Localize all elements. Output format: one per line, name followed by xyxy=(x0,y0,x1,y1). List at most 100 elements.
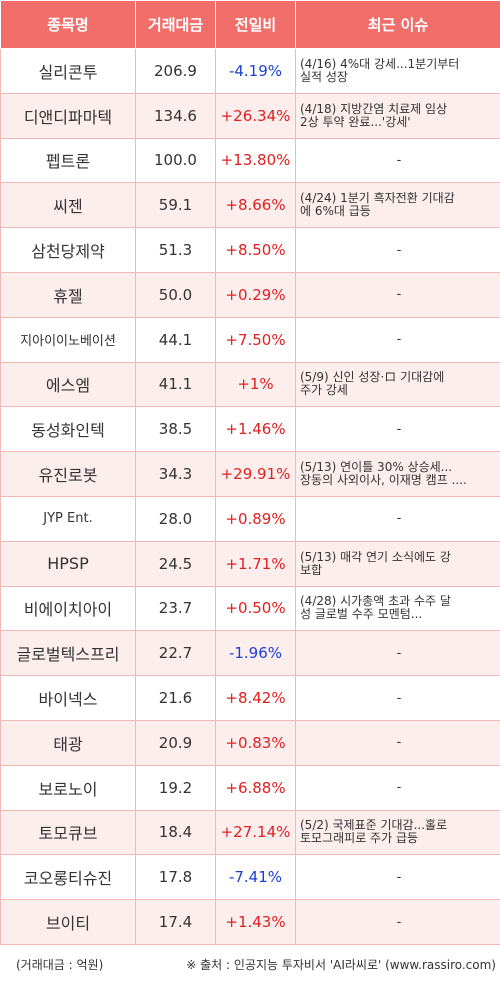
recent-issue-cell: - xyxy=(295,719,500,766)
table-row: 휴젤 50.0 +0.29% - xyxy=(0,271,500,318)
stock-name: 동성화인텍 xyxy=(0,406,136,453)
table-row: 글로벌텍스프리 22.7 -1.96% - xyxy=(0,630,500,677)
recent-issue-cell: - xyxy=(295,495,500,542)
trading-value: 28.0 xyxy=(135,495,216,542)
table-row: 디앤디파마텍 134.6 +26.34% (4/18) 지방간염 치료제 임상 2상 … xyxy=(0,92,500,139)
stock-name: 삼천당제약 xyxy=(0,227,136,273)
stock-name: 휴젤 xyxy=(0,271,136,318)
table-row: 코오롱티슈진 17.8 -7.41% - xyxy=(0,854,500,901)
price-change: +13.80% xyxy=(215,137,296,184)
table-row: 태광 20.9 +0.83% - xyxy=(0,719,500,766)
recent-issue: - xyxy=(396,646,402,660)
trading-value: 20.9 xyxy=(135,719,216,766)
table-row: 씨젠 59.1 +8.66% (4/24) 1분기 흑자전환 기대감 에 6%대 급등 xyxy=(0,182,500,229)
price-change: +0.89% xyxy=(215,495,296,542)
stock-name: JYP Ent. xyxy=(0,495,136,542)
table-row: 브이티 17.4 +1.43% - xyxy=(0,899,500,945)
recent-issue-cell: - xyxy=(295,854,500,901)
header-name: 종목명 xyxy=(0,0,136,49)
stock-name: 실리콘투 xyxy=(0,48,136,94)
recent-issue: - xyxy=(396,422,402,436)
price-change: +1% xyxy=(215,361,296,408)
recent-issue: (4/16) 4%대 강세...1분기부터 실적 성장 xyxy=(300,57,460,84)
table-row: 바이넥스 21.6 +8.42% - xyxy=(0,675,500,721)
recent-issue: (4/24) 1분기 흑자전환 기대감 에 6%대 급등 xyxy=(300,192,455,219)
trading-value: 134.6 xyxy=(135,92,216,139)
recent-issue-cell: - xyxy=(295,137,500,184)
recent-issue-cell: (5/13) 매각 연기 소식에도 강 보합 xyxy=(295,540,500,587)
trading-value: 50.0 xyxy=(135,271,216,318)
table-header-row: 종목명 거래대금 전일비 최근 이슈 xyxy=(0,0,500,49)
unit-note: (거래대금 : 억원) xyxy=(16,958,104,972)
price-change: +29.91% xyxy=(215,451,296,497)
stock-table: 종목명 거래대금 전일비 최근 이슈 실리콘투 206.9 -4.19% (4/16)… xyxy=(0,0,500,945)
stock-name: 바이넥스 xyxy=(0,675,136,721)
recent-issue: - xyxy=(396,243,402,257)
table-row: 실리콘투 206.9 -4.19% (4/16) 4%대 강세...1분기부터 실적 … xyxy=(0,48,500,94)
trading-value: 23.7 xyxy=(135,585,216,632)
table-row: 에스엠 41.1 +1% (5/9) 신인 성장·ロ 기대감에 주가 강세 xyxy=(0,361,500,408)
trading-value: 41.1 xyxy=(135,361,216,408)
recent-issue: (5/13) 매각 연기 소식에도 강 보합 xyxy=(300,550,451,577)
recent-issue-cell: (5/13) 연이틀 30% 상승세... 장동의 사외이사, 이재명 캠프 .… xyxy=(295,451,500,497)
trading-value: 100.0 xyxy=(135,137,216,184)
stock-name: 태광 xyxy=(0,719,136,766)
recent-issue: - xyxy=(396,512,402,526)
recent-issue: - xyxy=(396,736,402,750)
price-change: +0.29% xyxy=(215,271,296,318)
price-change: +27.14% xyxy=(215,809,296,856)
table-row: JYP Ent. 28.0 +0.89% - xyxy=(0,495,500,542)
header-change: 전일비 xyxy=(215,0,296,49)
stock-name: HPSP xyxy=(0,540,136,587)
source-note: ※ 출처 : 인공지능 투자비서 'AI라씨로' (www.rassiro.co… xyxy=(186,958,496,972)
price-change: -1.96% xyxy=(215,630,296,677)
table-row: 펩트론 100.0 +13.80% - xyxy=(0,137,500,184)
price-change: +0.83% xyxy=(215,719,296,766)
trading-value: 19.2 xyxy=(135,764,216,811)
recent-issue-cell: - xyxy=(295,271,500,318)
recent-issue: (5/2) 국제표준 기대감...홀로 토모그래피로 주가 급등 xyxy=(300,819,448,846)
table-row: 삼천당제약 51.3 +8.50% - xyxy=(0,227,500,273)
stock-name: 보로노이 xyxy=(0,764,136,811)
trading-value: 24.5 xyxy=(135,540,216,587)
stock-name: 브이티 xyxy=(0,899,136,945)
recent-issue-cell: (4/24) 1분기 흑자전환 기대감 에 6%대 급등 xyxy=(295,182,500,229)
recent-issue: (5/13) 연이틀 30% 상승세... 장동의 사외이사, 이재명 캠프 .… xyxy=(300,461,467,488)
trading-value: 21.6 xyxy=(135,675,216,721)
trading-value: 59.1 xyxy=(135,182,216,229)
recent-issue: - xyxy=(396,153,402,167)
recent-issue-cell: - xyxy=(295,630,500,677)
price-change: +1.43% xyxy=(215,899,296,945)
recent-issue: - xyxy=(396,691,402,705)
stock-name: 펩트론 xyxy=(0,137,136,184)
header-trading-value: 거래대금 xyxy=(135,0,216,49)
table-row: 동성화인텍 38.5 +1.46% - xyxy=(0,406,500,453)
recent-issue-cell: - xyxy=(295,764,500,811)
recent-issue: - xyxy=(396,333,402,347)
recent-issue-cell: - xyxy=(295,675,500,721)
price-change: +1.71% xyxy=(215,540,296,587)
price-change: -7.41% xyxy=(215,854,296,901)
recent-issue-cell: - xyxy=(295,406,500,453)
table-row: HPSP 24.5 +1.71% (5/13) 매각 연기 소식에도 강 보합 xyxy=(0,540,500,587)
recent-issue: - xyxy=(396,288,402,302)
recent-issue: - xyxy=(396,870,402,884)
table-body: 실리콘투 206.9 -4.19% (4/16) 4%대 강세...1분기부터 실적 … xyxy=(0,48,500,945)
price-change: +0.50% xyxy=(215,585,296,632)
recent-issue-cell: (5/2) 국제표준 기대감...홀로 토모그래피로 주가 급등 xyxy=(295,809,500,856)
price-change: +7.50% xyxy=(215,316,296,363)
price-change: +6.88% xyxy=(215,764,296,811)
price-change: +8.42% xyxy=(215,675,296,721)
recent-issue-cell: - xyxy=(295,316,500,363)
price-change: +26.34% xyxy=(215,92,296,139)
price-change: +8.50% xyxy=(215,227,296,273)
table-row: 비에이치아이 23.7 +0.50% (4/28) 시가총액 초과 수주 달 성 글로… xyxy=(0,585,500,632)
trading-value: 18.4 xyxy=(135,809,216,856)
recent-issue-cell: - xyxy=(295,227,500,273)
stock-name: 비에이치아이 xyxy=(0,585,136,632)
table-row: 유진로봇 34.3 +29.91% (5/13) 연이틀 30% 상승세... 장동의… xyxy=(0,451,500,497)
price-change: +8.66% xyxy=(215,182,296,229)
recent-issue-cell: (5/9) 신인 성장·ロ 기대감에 주가 강세 xyxy=(295,361,500,408)
stock-name: 지아이이노베이션 xyxy=(0,316,136,363)
stock-name: 씨젠 xyxy=(0,182,136,229)
